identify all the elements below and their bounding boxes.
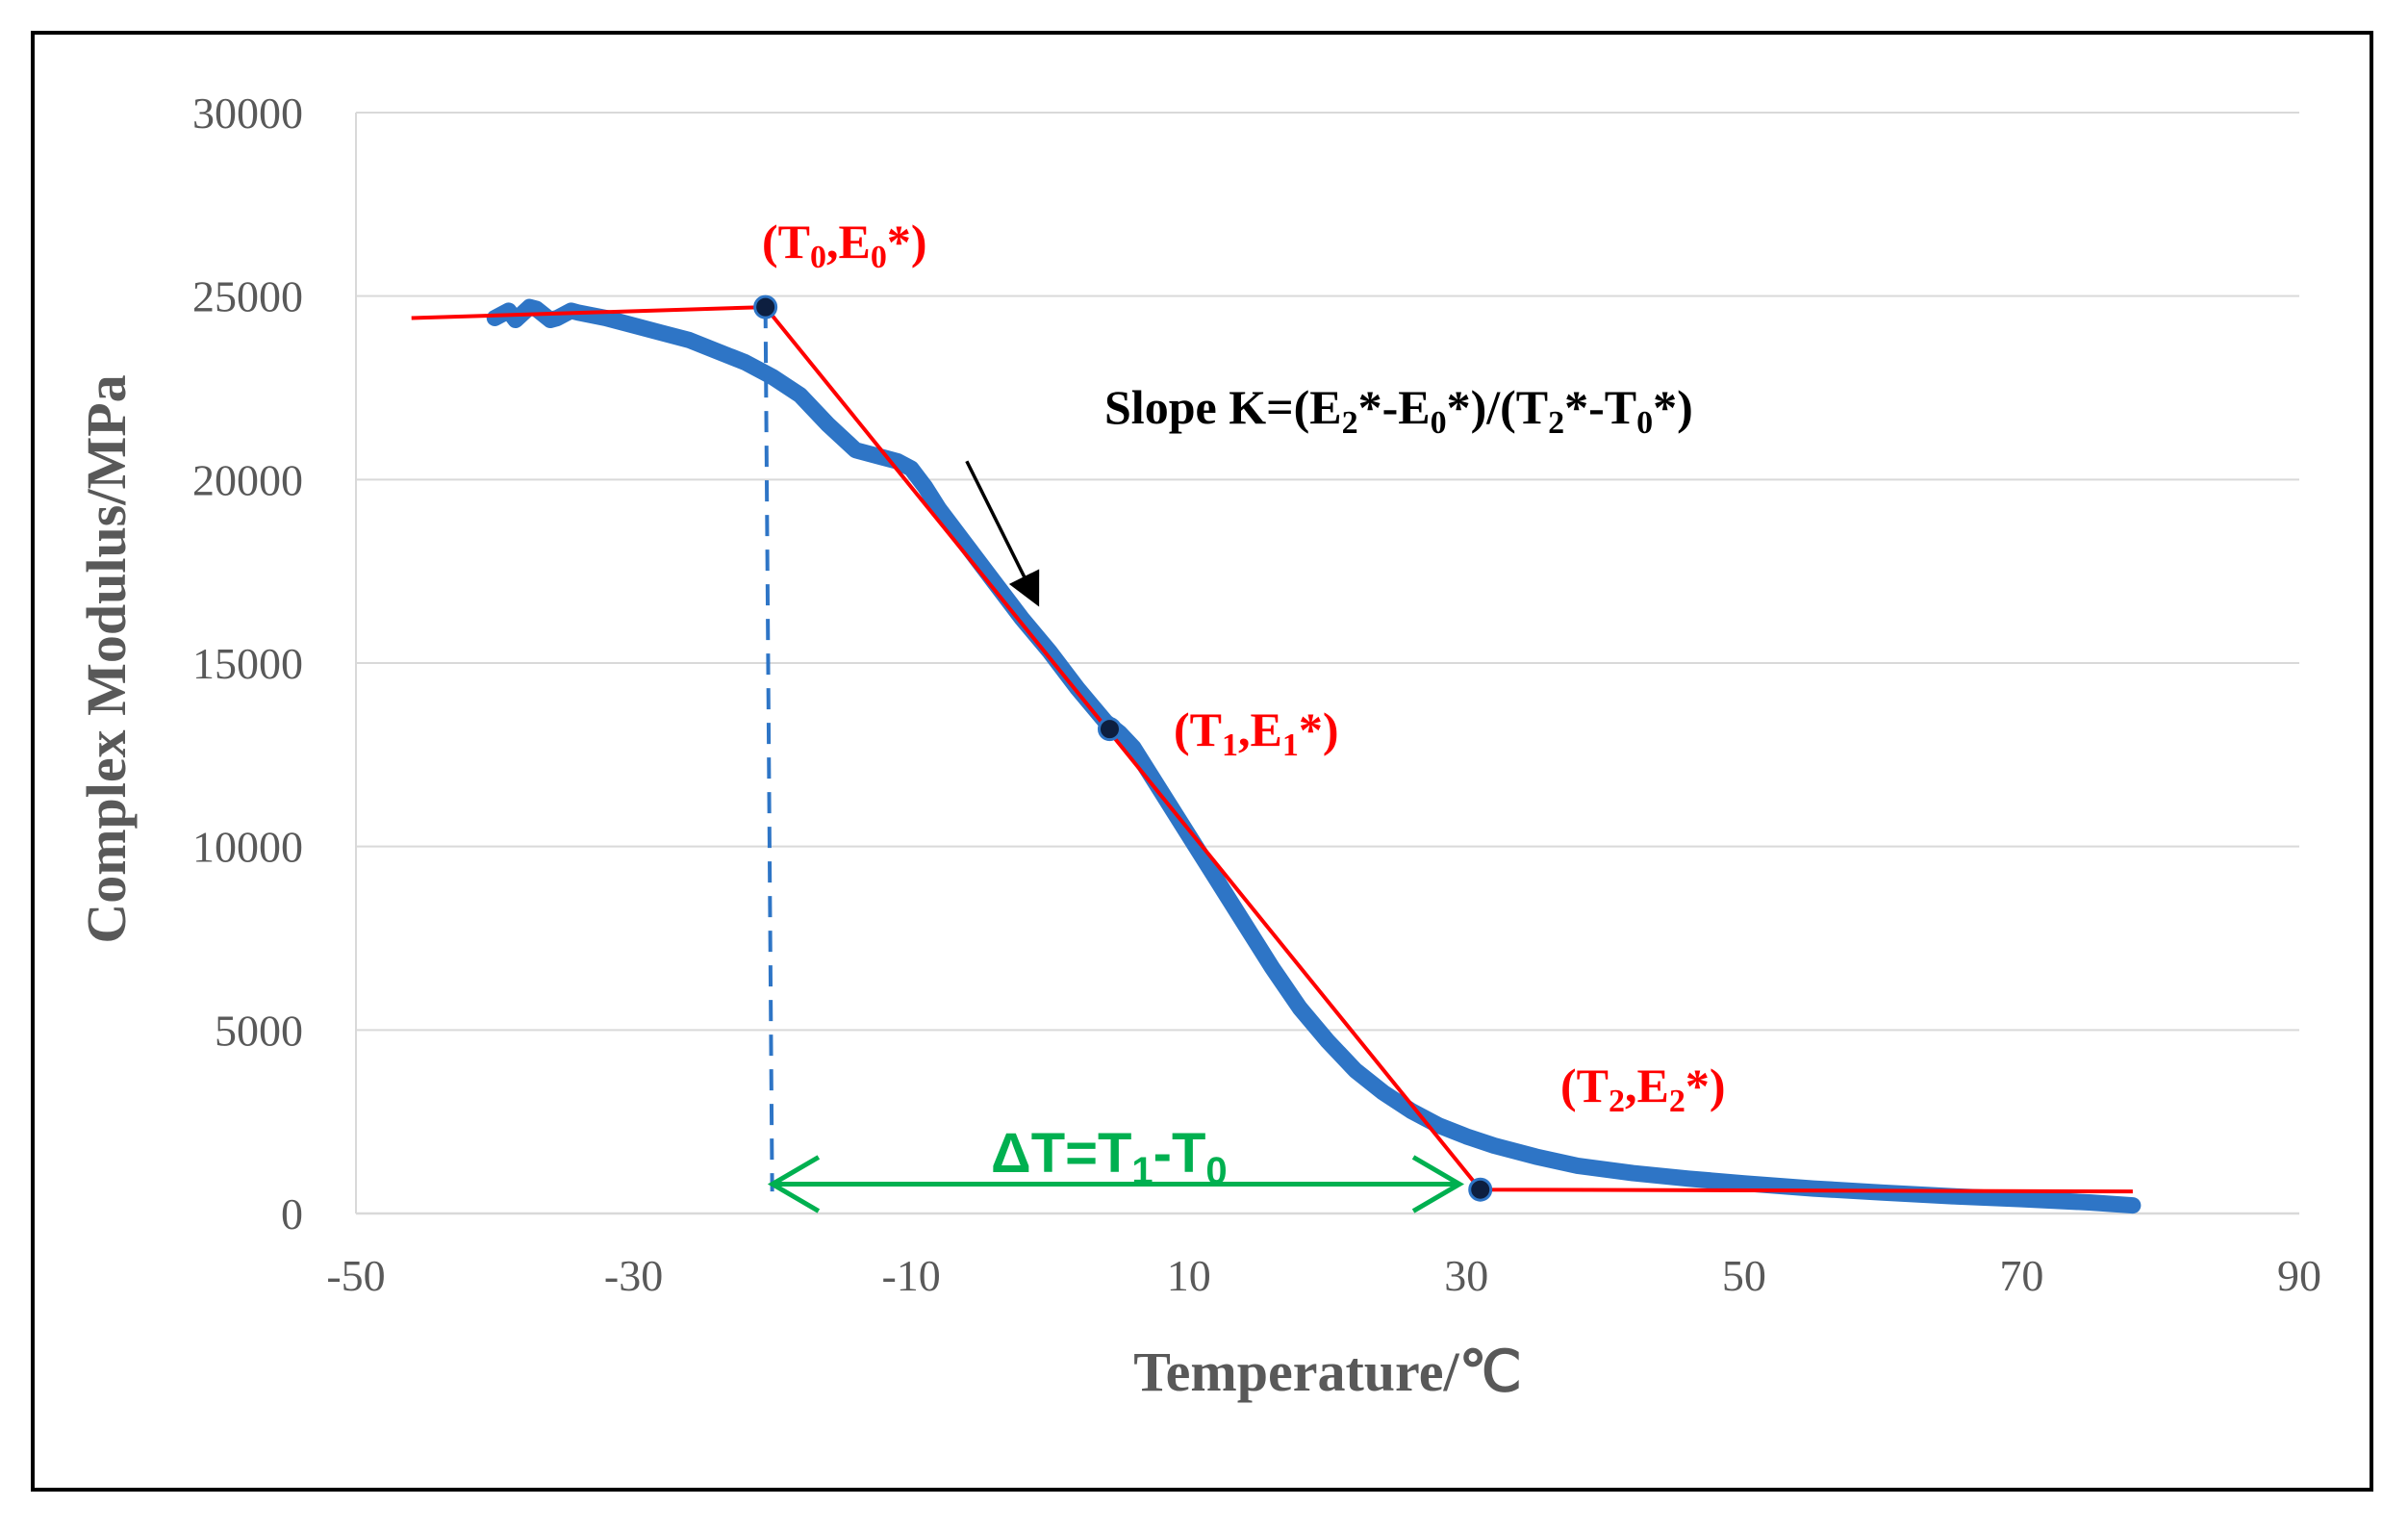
- y-tick-label-20000: 20000: [192, 455, 303, 504]
- slope-pointer-arrow: [965, 460, 1040, 607]
- x-axis-title: Temperature/℃: [1133, 1340, 1521, 1403]
- y-tick-label-25000: 25000: [192, 272, 303, 321]
- delta-t-label: ΔT=T1-T0: [991, 1122, 1228, 1192]
- overlay-layer: [753, 294, 1493, 1213]
- y-tick-label-0: 0: [281, 1189, 303, 1238]
- series-layer: [411, 298, 2142, 1214]
- delta-arrow-right-head: [1411, 1155, 1465, 1213]
- x-tick-label-30: 30: [1444, 1251, 1488, 1300]
- key-point-t1: [1097, 717, 1122, 742]
- gridlines: [356, 112, 2299, 1032]
- x-tick-label--50: -50: [326, 1251, 385, 1300]
- x-tick-label--30: -30: [604, 1251, 663, 1300]
- key-point-t2: [1468, 1177, 1493, 1202]
- y-axis-title: Complex Modulus/MPa: [75, 374, 138, 943]
- figure-frame: [31, 31, 2373, 1492]
- annotation-t1-e1: (T1,E1*): [1174, 702, 1339, 763]
- x-tick-label-50: 50: [1722, 1251, 1766, 1300]
- x-tick-label-10: 10: [1167, 1251, 1211, 1300]
- key-point-t0: [753, 294, 778, 319]
- y-tick-label-5000: 5000: [215, 1006, 303, 1055]
- annotation-t2-e2: (T2,E2*): [1560, 1059, 1726, 1119]
- axes: 0 5000 10000 15000 20000 25000 30000 -50 -30 -10 1…: [192, 89, 2321, 1300]
- delta-arrow-left-head: [767, 1155, 821, 1213]
- x-tick-label--10: -10: [881, 1251, 940, 1300]
- y-tick-label-30000: 30000: [192, 89, 303, 138]
- series-complex-modulus: [486, 298, 2142, 1214]
- slope-formula: Slope K=(E2*-E0*)/(T2*-T0*): [1104, 380, 1693, 441]
- y-tick-label-15000: 15000: [192, 639, 303, 688]
- series-tangent-lines: [411, 305, 2133, 1194]
- annotation-t0-e0: (T0,E0*): [762, 215, 927, 275]
- y-tick-label-10000: 10000: [192, 823, 303, 872]
- vertical-dashed-marker: [763, 307, 774, 1192]
- x-tick-label-70: 70: [1999, 1251, 2043, 1300]
- x-tick-label-90: 90: [2277, 1251, 2321, 1300]
